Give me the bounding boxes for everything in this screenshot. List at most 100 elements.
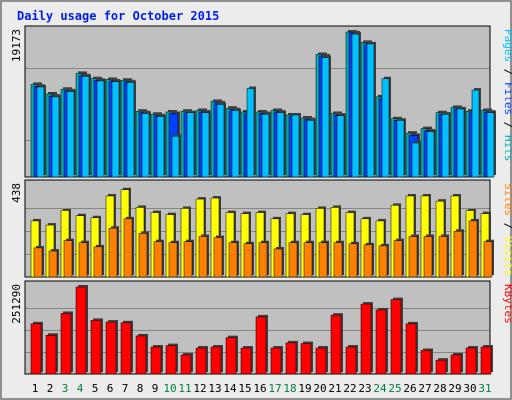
kbytes-bar-day-18 (285, 342, 297, 375)
pages-bar-day-6 (111, 81, 120, 178)
x-tick-label-28: 28 (433, 382, 446, 395)
sites-bar-day-31 (483, 241, 493, 278)
legend-top-part-3: / (502, 115, 512, 135)
kbytes-bar-day-4 (75, 286, 87, 375)
legend-top-part-4: Hits (502, 135, 512, 162)
kbytes-bar-day-7 (120, 322, 132, 375)
sites-bar-day-23 (363, 244, 373, 278)
pages-bar-day-8 (141, 113, 150, 178)
pages-bar-day-18 (291, 114, 300, 178)
x-tick-label-16: 16 (253, 382, 266, 395)
pages-bar-day-31 (486, 112, 495, 178)
pages-bar-day-12 (201, 112, 210, 178)
kbytes-bar-day-27 (420, 350, 432, 375)
pages-bar-day-1 (36, 86, 45, 178)
x-tick-label-31: 31 (478, 382, 491, 395)
x-tick-label-10: 10 (163, 382, 176, 395)
sites-bar-day-7 (123, 218, 133, 278)
kbytes-bar-day-28 (435, 359, 447, 375)
x-tick-label-9: 9 (152, 382, 159, 395)
kbytes-bar-day-8 (135, 335, 147, 375)
pages-bar-day-3 (66, 91, 75, 178)
kbytes-bar-day-3 (60, 313, 72, 375)
y-max-label: 438 (10, 183, 23, 203)
kbytes-bar-day-6 (105, 321, 117, 375)
sites-bar-day-29 (453, 231, 463, 278)
pages-bar-day-16 (261, 113, 270, 178)
legend-bottom-part-0: KBytes (502, 284, 512, 324)
pages-bar-day-28 (441, 113, 450, 178)
sites-bar-day-10 (168, 242, 178, 278)
sites-bar-day-22 (348, 243, 358, 278)
x-tick-label-5: 5 (92, 382, 99, 395)
sites-bar-day-30 (468, 220, 478, 278)
sites-bar-day-25 (393, 240, 403, 278)
pages-bar-day-11 (186, 112, 195, 178)
kbytes-bar-day-29 (450, 354, 462, 375)
sites-bar-day-4 (78, 242, 88, 278)
pages-bar-day-5 (96, 80, 105, 178)
sites-bar-day-14 (228, 242, 238, 278)
sites-bar-day-26 (408, 236, 418, 278)
y-max-label: 251290 (10, 284, 23, 324)
sites-bar-day-6 (108, 227, 118, 278)
legend-mid: Sites / Visits (502, 183, 512, 276)
kbytes-bar-day-9 (150, 346, 162, 375)
x-tick-label-17: 17 (268, 382, 281, 395)
sites-bar-day-1 (33, 247, 43, 278)
kbytes-bar-day-16 (255, 316, 267, 375)
pages-bar-day-23 (366, 43, 375, 178)
x-tick-label-7: 7 (122, 382, 129, 395)
x-tick-label-12: 12 (193, 382, 206, 395)
pages-bar-day-27 (426, 131, 435, 178)
sites-bar-day-2 (48, 250, 58, 278)
kbytes-bar-day-14 (225, 337, 237, 375)
kbytes-bar-day-1 (30, 323, 42, 375)
kbytes-bar-day-5 (90, 320, 102, 375)
x-tick-label-20: 20 (313, 382, 326, 395)
legend-mid-part-2: Visits (502, 236, 512, 276)
pages-bar-day-29 (456, 108, 465, 178)
legend-mid-part-0: Sites (502, 183, 512, 216)
x-tick-label-2: 2 (47, 382, 54, 395)
pages-bar-day-13 (216, 104, 225, 178)
kbytes-bar-day-19 (300, 343, 312, 375)
x-tick-label-27: 27 (418, 382, 431, 395)
sites-bar-day-3 (63, 240, 73, 278)
pages-bar-day-30 (471, 89, 480, 178)
sites-bar-day-21 (333, 242, 343, 278)
pages-bar-day-20 (321, 57, 330, 178)
kbytes-bar-day-12 (195, 347, 207, 375)
kbytes-bar-day-15 (240, 347, 252, 375)
x-tick-label-30: 30 (463, 382, 476, 395)
pages-bar-day-2 (51, 96, 60, 178)
legend-top-part-1: / (502, 62, 512, 82)
x-tick-label-26: 26 (403, 382, 416, 395)
pages-bar-day-17 (276, 112, 285, 178)
x-tick-label-13: 13 (208, 382, 221, 395)
chart-title: Daily usage for October 2015 (17, 9, 220, 23)
kbytes-bar-day-26 (405, 323, 417, 375)
kbytes-bar-day-10 (165, 345, 177, 375)
sites-bar-day-5 (93, 246, 103, 278)
x-tick-label-29: 29 (448, 382, 461, 395)
kbytes-bar-day-31 (480, 346, 492, 375)
sites-bar-day-11 (183, 241, 193, 278)
x-tick-label-23: 23 (358, 382, 371, 395)
y-max-label: 19173 (10, 29, 23, 62)
x-tick-label-22: 22 (343, 382, 356, 395)
legend-bottom: KBytes (502, 284, 512, 324)
x-tick-label-14: 14 (223, 382, 237, 395)
sites-bar-day-9 (153, 241, 163, 278)
pages-bar-day-24 (381, 78, 390, 178)
legend-mid-part-1: / (502, 216, 512, 236)
sites-bar-day-18 (288, 242, 298, 278)
pages-bar-day-7 (126, 82, 135, 178)
sites-bar-day-16 (258, 242, 268, 278)
pages-bar-day-25 (396, 120, 405, 178)
sites-bar-day-17 (273, 248, 283, 278)
sites-bar-day-13 (213, 237, 223, 278)
x-tick-label-6: 6 (107, 382, 114, 395)
pages-bar-day-22 (351, 33, 360, 178)
